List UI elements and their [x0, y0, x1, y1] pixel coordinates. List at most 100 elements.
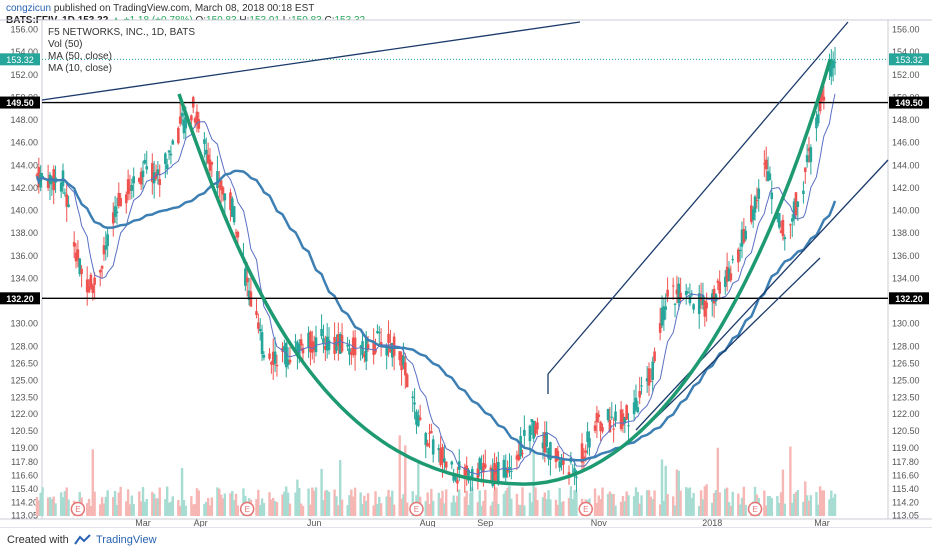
y-tick-right: 134.00	[892, 273, 920, 283]
volume-bar	[781, 469, 785, 516]
candle-body	[478, 458, 482, 470]
volume-bar	[614, 505, 617, 516]
volume-bar	[138, 491, 141, 516]
candle-body	[543, 432, 547, 453]
y-tick-left: 146.00	[10, 138, 38, 148]
y-tick-left: 140.00	[10, 206, 38, 216]
candle-body	[562, 460, 565, 465]
candle-body	[403, 362, 407, 376]
volume-bar	[632, 496, 636, 516]
author-link[interactable]: congzicun	[6, 3, 52, 14]
volume-bar	[705, 484, 708, 516]
y-tick-left: 134.00	[10, 273, 38, 283]
volume-bar	[543, 492, 547, 516]
legend-ma50[interactable]: MA (50, close)	[48, 51, 112, 62]
volume-bar	[515, 493, 519, 516]
candle-body	[482, 462, 485, 473]
candle-body	[703, 300, 707, 317]
candle-body	[204, 149, 208, 155]
volume-bar	[677, 470, 680, 516]
earnings-marker-label: E	[583, 505, 588, 514]
y-tick-right: 122.00	[892, 409, 920, 419]
volume-bar	[165, 486, 169, 516]
volume-bar	[805, 495, 809, 516]
x-tick-label: Jun	[307, 518, 322, 527]
volume-bar	[766, 496, 770, 516]
chart-legend: F5 NETWORKS, INC., 1D, BATS Vol (50) MA …	[48, 27, 195, 75]
candle-body	[417, 415, 420, 426]
candle-body	[130, 184, 134, 191]
price-chart[interactable]: 156.00156.00154.00154.00152.00152.00150.…	[0, 0, 932, 527]
candle-body	[597, 414, 601, 417]
tradingview-logo-icon	[74, 534, 91, 545]
y-tick-right: 146.00	[892, 138, 920, 148]
legend-ma10[interactable]: MA (10, close)	[48, 63, 112, 74]
candle-body	[480, 466, 483, 471]
y-tick-right: 142.00	[892, 183, 920, 193]
candle-body	[770, 192, 774, 200]
candle-body	[307, 332, 310, 348]
x-tick-label: Mar	[814, 518, 830, 527]
volume-bar	[601, 487, 604, 516]
volume-bar	[571, 499, 574, 516]
volume-bar	[833, 493, 837, 516]
y-tick-left: 113.05	[11, 511, 38, 521]
tradingview-brand[interactable]: TradingView	[96, 534, 157, 546]
legend-volume[interactable]: Vol (50)	[48, 39, 83, 50]
candle-body	[790, 218, 794, 222]
candle-body	[415, 411, 418, 425]
candle-body	[437, 448, 441, 451]
candle-body	[350, 351, 353, 355]
candle-body	[236, 231, 240, 238]
volume-bar	[145, 498, 148, 516]
candle-body	[653, 351, 656, 362]
candle-body	[78, 258, 82, 275]
volume-bar	[285, 486, 288, 516]
volume-bar	[363, 495, 366, 516]
candle-body	[301, 347, 305, 354]
candle-body	[444, 461, 448, 468]
candle-body	[763, 163, 766, 165]
candle-body	[223, 193, 227, 201]
candle-body	[337, 334, 340, 346]
volume-bar	[830, 490, 833, 516]
candle-body	[738, 250, 742, 252]
volume-bar	[272, 497, 275, 516]
candle-body	[377, 332, 381, 334]
candle-body	[506, 469, 509, 473]
candle-body	[794, 192, 798, 216]
x-tick-label: Aug	[420, 518, 436, 527]
candle-body	[221, 187, 225, 195]
candle-body	[385, 347, 388, 356]
volume-bar	[402, 494, 405, 516]
channel-upper-line	[547, 21, 849, 375]
volume-bar	[640, 495, 643, 516]
candle-body	[632, 402, 636, 415]
volume-bar	[608, 491, 612, 516]
candle-body	[376, 331, 379, 334]
candle-body	[595, 412, 599, 423]
volume-bar	[822, 490, 826, 516]
candle-body	[63, 192, 67, 194]
volume-bar	[327, 491, 331, 516]
volume-bar	[39, 492, 42, 516]
y-tick-right: 119.00	[892, 443, 919, 453]
last-price-tag	[0, 53, 40, 66]
volume-bar	[437, 492, 440, 516]
volume-bar	[454, 502, 457, 516]
y-tick-right: 115.40	[892, 484, 919, 494]
candle-body	[232, 206, 236, 223]
candle-body	[662, 306, 666, 321]
volume-bar	[506, 487, 509, 516]
volume-bar	[794, 491, 798, 516]
volume-bar	[283, 491, 286, 516]
volume-bar	[312, 490, 316, 516]
volume-bar	[545, 499, 548, 516]
candle-body	[50, 178, 54, 184]
candle-body	[178, 116, 182, 124]
y-tick-left: 114.20	[11, 497, 38, 507]
candle-body	[612, 428, 615, 430]
candle-body	[541, 442, 545, 449]
volume-bar	[294, 492, 297, 516]
candle-body	[614, 411, 617, 421]
